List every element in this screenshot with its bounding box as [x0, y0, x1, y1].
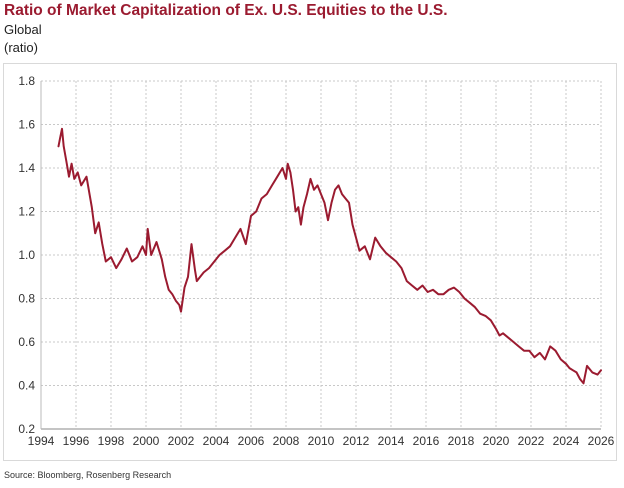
chart-frame: 0.2 0.4 0.6 0.8 1.0 1.2 1.4 1.6 1.8 1994 1996 1998 2… [3, 63, 617, 461]
y-tick-label: 1.6 [18, 118, 35, 132]
x-tick-label: 2018 [448, 434, 475, 448]
y-tick-label: 1.8 [18, 74, 35, 88]
x-tick-label: 1998 [98, 434, 125, 448]
x-tick-label: 2016 [413, 434, 440, 448]
x-tick-label: 2006 [238, 434, 265, 448]
source-note: Source: Bloomberg, Rosenberg Research [4, 470, 172, 480]
x-tick-label: 2024 [553, 434, 580, 448]
x-tick-label: 2012 [343, 434, 370, 448]
x-tick-label: 2004 [203, 434, 230, 448]
y-tick-label: 0.2 [18, 422, 35, 436]
x-tick-label: 2002 [168, 434, 195, 448]
y-tick-label: 1.4 [18, 161, 35, 175]
chart-title: Ratio of Market Capitalization of Ex. U.… [4, 2, 448, 19]
series-line-global [57, 127, 602, 385]
x-tick-label: 2022 [518, 434, 545, 448]
x-tick-label: 2020 [483, 434, 510, 448]
line-chart: 0.2 0.4 0.6 0.8 1.0 1.2 1.4 1.6 1.8 1994 1996 1998 2… [18, 74, 615, 448]
x-tick-label: 1994 [28, 434, 55, 448]
y-tick-label: 0.8 [18, 292, 35, 306]
x-tick-label: 2026 [588, 434, 615, 448]
x-tick-label: 2010 [308, 434, 335, 448]
x-tick-label: 2014 [378, 434, 405, 448]
y-tick-label: 1.2 [18, 205, 35, 219]
x-tick-label: 2008 [273, 434, 300, 448]
x-tick-label: 1996 [63, 434, 90, 448]
chart-subtitle: Global [4, 22, 42, 37]
y-axis-unit: (ratio) [4, 40, 38, 55]
y-tick-label: 1.0 [18, 248, 35, 262]
x-tick-label: 2000 [133, 434, 160, 448]
y-tick-label: 0.6 [18, 335, 35, 349]
y-tick-label: 0.4 [18, 379, 35, 393]
